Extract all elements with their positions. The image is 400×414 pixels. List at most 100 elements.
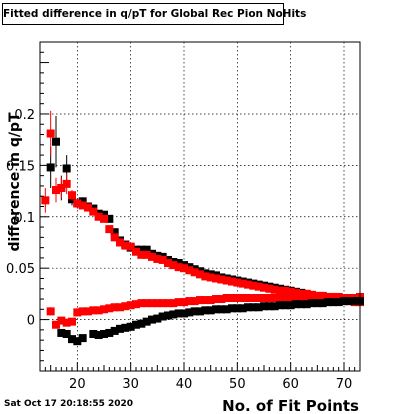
data-point xyxy=(100,329,108,338)
data-point xyxy=(57,328,66,337)
data-point xyxy=(222,276,231,285)
data-point xyxy=(260,294,268,303)
data-point xyxy=(174,298,183,307)
data-point xyxy=(126,301,135,310)
data-point xyxy=(228,277,236,286)
data-point xyxy=(276,294,284,303)
data-point xyxy=(196,296,204,305)
data-point xyxy=(286,287,295,296)
data-point xyxy=(276,286,284,295)
data-point xyxy=(201,296,210,305)
data-point xyxy=(286,301,295,310)
data-point xyxy=(249,281,258,290)
data-point xyxy=(222,305,231,314)
data-point xyxy=(329,298,338,307)
data-point xyxy=(212,295,220,304)
data-point xyxy=(89,329,98,338)
data-point xyxy=(345,297,354,306)
data-point xyxy=(68,335,76,344)
data-point xyxy=(340,297,348,306)
data-point xyxy=(62,179,71,188)
data-point xyxy=(78,197,87,206)
data-point xyxy=(286,294,295,303)
data-point xyxy=(334,298,343,307)
data-point xyxy=(196,307,204,316)
data-point xyxy=(110,303,119,312)
series-black-low xyxy=(57,297,364,346)
data-point xyxy=(52,186,60,195)
data-point xyxy=(164,299,172,308)
data-point xyxy=(100,305,108,314)
y-tick-label: 0 xyxy=(27,314,35,329)
data-point xyxy=(180,298,188,307)
data-point xyxy=(126,322,135,331)
data-point xyxy=(142,245,151,254)
data-point xyxy=(249,294,258,303)
data-point xyxy=(52,137,60,146)
data-point xyxy=(121,241,130,250)
timestamp: Sat Oct 17 20:18:55 2020 xyxy=(4,399,134,409)
data-point xyxy=(313,299,322,308)
axes: 20 30 40 50 60 70 0 0.05 0.1 0.15 0.2 xyxy=(6,41,361,392)
y-tick-label: 0.1 xyxy=(14,211,35,226)
data-point xyxy=(68,317,76,326)
data-point xyxy=(270,302,279,311)
data-point xyxy=(158,299,167,308)
data-point xyxy=(233,304,242,313)
x-tick-label: 40 xyxy=(176,377,193,392)
data-point xyxy=(52,320,60,329)
data-point xyxy=(270,294,279,303)
data-point xyxy=(281,301,290,310)
data-point xyxy=(153,314,162,323)
x-tick-label: 70 xyxy=(336,377,353,392)
data-point xyxy=(46,307,55,316)
data-point xyxy=(57,183,66,192)
data-point xyxy=(89,207,98,216)
data-point xyxy=(105,328,114,337)
data-point xyxy=(254,303,263,312)
data-point xyxy=(244,303,252,312)
data-point xyxy=(137,250,146,259)
data-point xyxy=(217,295,226,304)
data-point xyxy=(185,297,194,306)
data-point xyxy=(169,310,178,319)
data-point xyxy=(313,295,322,304)
data-point xyxy=(190,268,199,277)
series-red-mean xyxy=(41,110,364,303)
x-tick-label: 20 xyxy=(69,377,86,392)
data-point xyxy=(190,307,199,316)
data-point xyxy=(84,203,92,212)
data-point xyxy=(292,300,300,309)
data-point xyxy=(68,191,76,200)
data-point xyxy=(142,317,151,326)
data-point xyxy=(185,266,194,275)
data-point xyxy=(73,337,82,346)
data-marks xyxy=(41,110,364,346)
data-point xyxy=(105,214,114,223)
data-point xyxy=(116,324,124,333)
data-point xyxy=(318,295,327,304)
data-point xyxy=(297,300,306,309)
data-point xyxy=(244,280,252,289)
data-point xyxy=(308,295,316,304)
data-point xyxy=(148,299,156,308)
data-point xyxy=(137,319,146,328)
data-point xyxy=(276,301,284,310)
data-point xyxy=(153,299,162,308)
data-point xyxy=(297,289,306,298)
data-point xyxy=(180,309,188,318)
data-point xyxy=(201,272,210,281)
data-point xyxy=(78,307,87,316)
data-point xyxy=(73,199,82,208)
data-point xyxy=(148,252,156,261)
data-point xyxy=(148,315,156,324)
chart-title: Fitted difference in q/pT for Global Rec… xyxy=(2,3,306,25)
data-point xyxy=(62,329,71,338)
data-point xyxy=(228,294,236,303)
data-point xyxy=(265,302,274,311)
data-point xyxy=(174,309,183,318)
data-point xyxy=(308,290,316,299)
data-point xyxy=(62,164,71,173)
data-point xyxy=(164,311,172,320)
data-point xyxy=(94,212,103,221)
